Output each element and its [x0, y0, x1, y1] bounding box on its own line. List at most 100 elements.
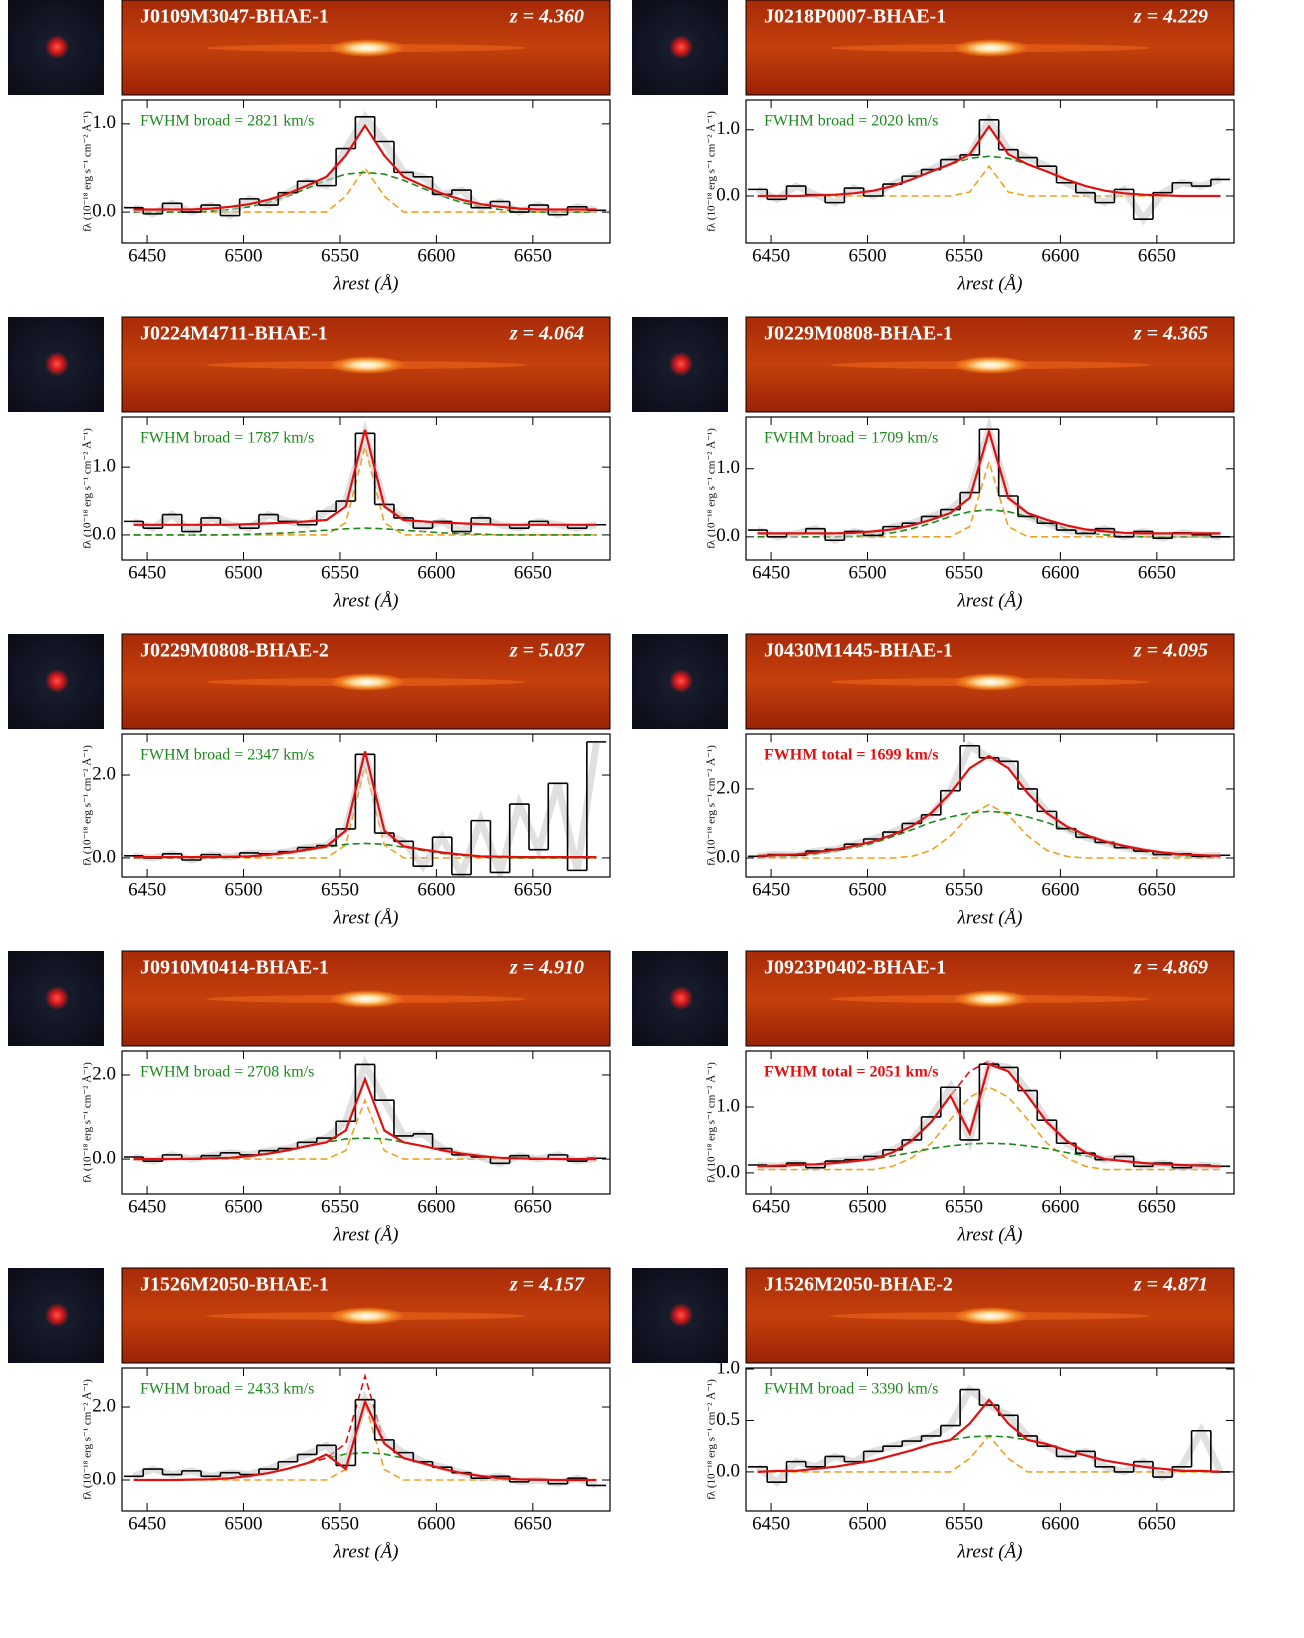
thumbnail-source — [669, 1303, 693, 1327]
thumbnail-source — [45, 1303, 69, 1327]
thumbnail-source — [669, 35, 693, 59]
spectrum-2d-line — [953, 39, 1029, 57]
annotation: FWHM total = 1699 km/s — [764, 747, 938, 764]
x-tick-label: 6550 — [945, 879, 983, 900]
redshift: z = 4.910 — [509, 957, 584, 979]
figure: J0109M3047-BHAE-1z = 4.36064506500655066… — [0, 0, 1304, 1638]
x-tick-label: 6600 — [417, 562, 455, 583]
y-tick-label: 1.0 — [92, 456, 116, 477]
x-tick-label: 6450 — [128, 245, 166, 266]
annotation: FWHM broad = 2020 km/s — [764, 113, 938, 130]
x-tick-label: 6500 — [225, 1513, 263, 1534]
y-tick-label: 1.0 — [92, 112, 116, 133]
y-tick-label: 0.5 — [716, 1409, 740, 1430]
y-tick-label: 0.0 — [716, 846, 740, 867]
y-tick-label: 0.0 — [92, 1468, 116, 1489]
spectrum-2d-line — [953, 1307, 1029, 1325]
x-tick-label: 6550 — [945, 562, 983, 583]
x-tick-label: 6450 — [128, 879, 166, 900]
x-tick-label: 6650 — [514, 1513, 552, 1534]
x-tick-label: 6600 — [417, 1513, 455, 1534]
x-tick-label: 6450 — [752, 1196, 790, 1217]
y-tick-label: 0.0 — [716, 184, 740, 205]
y-axis-label: fλ (10⁻¹⁸ erg s⁻¹ cm⁻² Å⁻¹) — [82, 1379, 94, 1500]
page: J0109M3047-BHAE-1z = 4.36064506500655066… — [0, 0, 1304, 1638]
x-tick-label: 6500 — [849, 1196, 887, 1217]
x-tick-label: 6650 — [1138, 879, 1176, 900]
y-tick-label: 0.0 — [716, 525, 740, 546]
x-tick-label: 6600 — [1041, 562, 1079, 583]
x-tick-label: 6500 — [849, 245, 887, 266]
x-tick-label: 6550 — [321, 1513, 359, 1534]
x-tick-label: 6500 — [225, 879, 263, 900]
y-tick-label: 2.0 — [92, 1395, 116, 1416]
spectrum-2d-line — [329, 1307, 405, 1325]
annotation: FWHM total = 2051 km/s — [764, 1064, 938, 1081]
object-name: J0224M4711-BHAE-1 — [140, 323, 328, 345]
x-tick-label: 6500 — [225, 245, 263, 266]
x-tick-label: 6450 — [752, 1513, 790, 1534]
annotation: FWHM broad = 1709 km/s — [764, 430, 938, 447]
y-tick-label: 0.0 — [92, 846, 116, 867]
panel: J0229M0808-BHAE-1z = 4.36564506500655066… — [632, 317, 1234, 611]
y-axis-label: fλ (10⁻¹⁸ erg s⁻¹ cm⁻² Å⁻¹) — [706, 428, 718, 549]
y-axis-label: fλ (10⁻¹⁸ erg s⁻¹ cm⁻² Å⁻¹) — [706, 1379, 718, 1500]
x-tick-label: 6450 — [128, 1196, 166, 1217]
y-tick-label: 1.0 — [716, 1095, 740, 1116]
x-tick-label: 6550 — [321, 562, 359, 583]
panel: J1526M2050-BHAE-1z = 4.15764506500655066… — [8, 1268, 610, 1562]
x-tick-label: 6450 — [128, 562, 166, 583]
x-tick-label: 6500 — [849, 1513, 887, 1534]
annotation: FWHM broad = 2433 km/s — [140, 1381, 314, 1398]
model-component — [134, 1100, 597, 1159]
x-axis-label: λrest (Å) — [956, 907, 1022, 928]
model-fit — [134, 1079, 597, 1159]
redshift: z = 4.064 — [509, 323, 584, 345]
spectrum-2d-line — [953, 990, 1029, 1008]
object-name: J0229M0808-BHAE-1 — [764, 323, 953, 345]
redshift: z = 4.095 — [1133, 640, 1208, 662]
step-connector — [143, 117, 587, 216]
x-tick-label: 6650 — [514, 562, 552, 583]
object-name: J0229M0808-BHAE-2 — [140, 640, 329, 662]
y-tick-label: 2.0 — [92, 1063, 116, 1084]
model-component — [134, 1403, 597, 1480]
x-tick-label: 6450 — [752, 245, 790, 266]
spectrum-2d-line — [953, 673, 1029, 691]
x-axis-label: λrest (Å) — [956, 590, 1022, 611]
x-tick-label: 6600 — [417, 245, 455, 266]
model-fit — [758, 756, 1221, 856]
object-name: J0923P0402-BHAE-1 — [764, 957, 946, 979]
x-tick-label: 6650 — [1138, 1196, 1176, 1217]
x-tick-label: 6600 — [1041, 245, 1079, 266]
redshift: z = 4.871 — [1133, 1274, 1208, 1296]
model-component — [758, 156, 1221, 196]
object-name: J0910M0414-BHAE-1 — [140, 957, 329, 979]
model-fit — [134, 126, 597, 210]
error-band — [134, 117, 597, 216]
x-tick-label: 6550 — [321, 879, 359, 900]
x-tick-label: 6450 — [752, 879, 790, 900]
x-axis-label: λrest (Å) — [956, 273, 1022, 294]
annotation: FWHM broad = 2347 km/s — [140, 747, 314, 764]
thumbnail-source — [45, 35, 69, 59]
model-component — [134, 767, 597, 858]
x-axis-label: λrest (Å) — [956, 1224, 1022, 1245]
y-tick-label: 0.0 — [92, 1147, 116, 1168]
x-axis-label: λrest (Å) — [332, 590, 398, 611]
object-name: J0430M1445-BHAE-1 — [764, 640, 953, 662]
x-tick-label: 6650 — [1138, 1513, 1176, 1534]
annotation: FWHM broad = 3390 km/s — [764, 1381, 938, 1398]
x-axis-label: λrest (Å) — [332, 273, 398, 294]
x-tick-label: 6550 — [945, 1513, 983, 1534]
redshift: z = 4.365 — [1133, 323, 1208, 345]
y-tick-label: 2.0 — [716, 777, 740, 798]
model-fit — [134, 1402, 597, 1480]
model-component — [758, 166, 1221, 196]
plot-area — [748, 120, 1230, 219]
